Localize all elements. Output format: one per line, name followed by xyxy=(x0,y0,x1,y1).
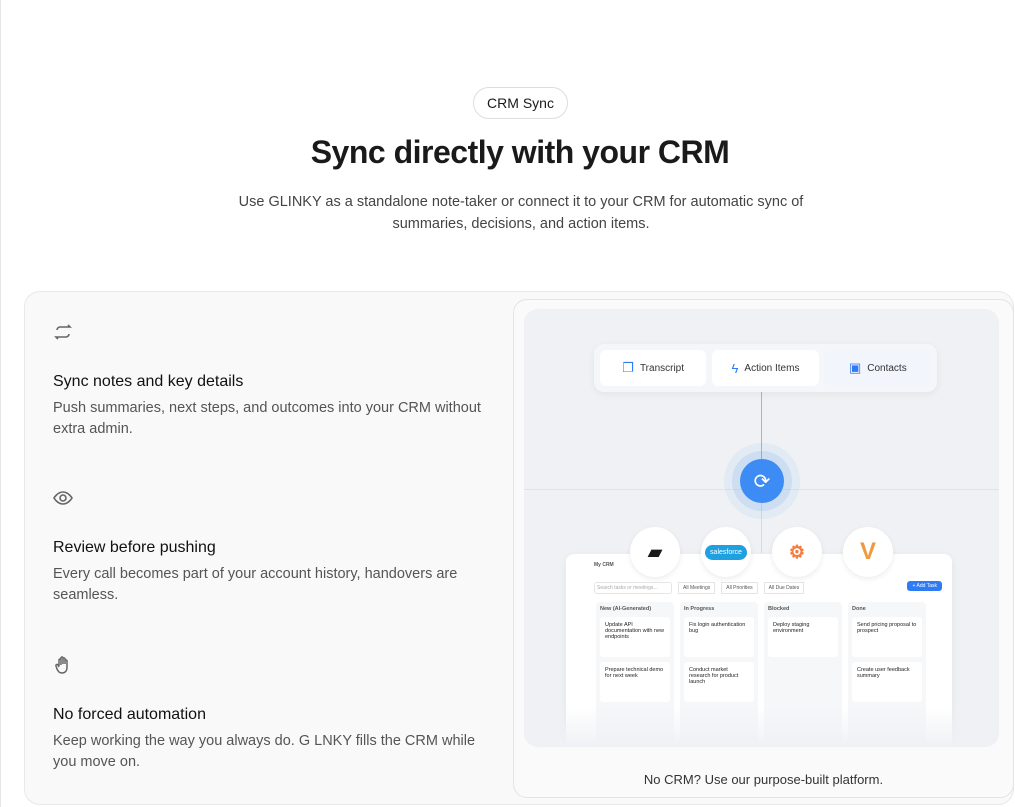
task-card: Send pricing proposal to prospect xyxy=(852,617,922,657)
board-search: Search tasks or meetings... xyxy=(594,582,672,594)
task-card: Fix login authentication bug xyxy=(684,617,754,657)
tab-label: Transcript xyxy=(639,362,685,374)
salesforce-logo-icon: salesforce xyxy=(701,527,751,577)
feature-sync: Sync notes and key details Push summarie… xyxy=(53,322,493,440)
tab-label: Action Items xyxy=(744,362,800,374)
feature-no-automation: No forced automation Keep working the wa… xyxy=(53,655,493,773)
hand-icon xyxy=(55,656,68,674)
attio-logo-icon: ▰ xyxy=(630,527,680,577)
feature-title: Sync notes and key details xyxy=(53,373,244,390)
crm-illustration: ❐ Transcript ϟ Action Items ▣ Contacts ⟳ My… xyxy=(524,309,999,747)
feature-text: Keep working the way you always do. G LN… xyxy=(53,733,476,770)
crm-illustration-panel: ❐ Transcript ϟ Action Items ▣ Contacts ⟳ My… xyxy=(513,299,1014,798)
eye-icon xyxy=(53,491,73,505)
crm-sync-badge: CRM Sync xyxy=(473,87,568,119)
add-task-button: + Add Task xyxy=(907,581,942,591)
task-card: Prepare technical demo for next week xyxy=(600,662,670,702)
lightning-icon: ϟ xyxy=(731,360,739,376)
tab-label: Contacts xyxy=(867,362,907,374)
page-subtitle: Use GLINKY as a standalone note-taker or… xyxy=(238,194,804,232)
feature-review: Review before pushing Every call becomes… xyxy=(53,488,493,606)
task-card: Deploy staging environment xyxy=(768,617,838,657)
column-title: Done xyxy=(852,606,866,612)
feature-text: Every call becomes part of your account … xyxy=(53,566,458,603)
hubspot-logo-icon: ⚙ xyxy=(772,527,822,577)
no-crm-caption: No CRM? Use our purpose-built platform. xyxy=(643,772,884,787)
veeva-logo-icon: V xyxy=(843,527,893,577)
tab-transcript: ❐ Transcript xyxy=(600,350,707,386)
column-title: In Progress xyxy=(684,606,715,612)
filter-meetings: All Meetings xyxy=(678,582,716,594)
contact-icon: ▣ xyxy=(848,360,862,375)
sync-hub-icon: ⟳ xyxy=(740,459,784,503)
tab-action-items: ϟ Action Items xyxy=(712,350,819,386)
filter-priorities: All Priorities xyxy=(721,582,758,594)
data-tabs: ❐ Transcript ϟ Action Items ▣ Contacts xyxy=(594,344,937,392)
transcript-icon: ❐ xyxy=(622,360,634,375)
task-card: Update API documentation with new endpoi… xyxy=(600,617,670,657)
task-card: Conduct market research for product laun… xyxy=(684,662,754,702)
task-card: Create user feedback summary xyxy=(852,662,922,702)
page-title: Sync directly with your CRM xyxy=(310,134,730,170)
tab-contacts: ▣ Contacts xyxy=(824,350,931,386)
feature-title: No forced automation xyxy=(53,706,206,723)
sync-icon xyxy=(54,324,72,340)
feature-text: Push summaries, next steps, and outcomes… xyxy=(53,400,481,437)
column-title: Blocked xyxy=(768,606,790,612)
column-title: New (AI-Generated) xyxy=(600,606,652,612)
filter-due-dates: All Due Dates xyxy=(763,582,805,594)
feature-title: Review before pushing xyxy=(53,539,216,556)
board-title: My CRM xyxy=(594,562,614,568)
